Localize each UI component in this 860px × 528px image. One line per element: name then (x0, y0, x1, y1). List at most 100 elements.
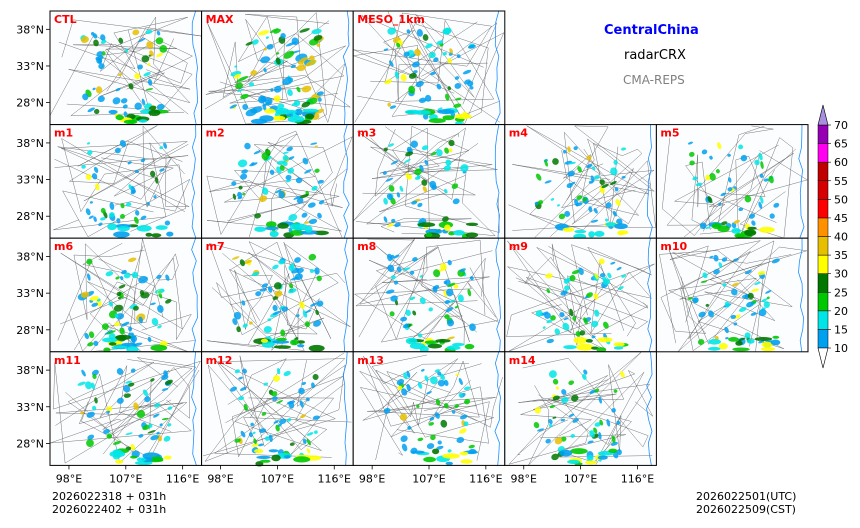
echo-blob (442, 216, 449, 222)
echo-blob (562, 227, 575, 232)
panel-label: MESO_1km (357, 13, 425, 26)
echo-blob (689, 160, 695, 166)
lon-tick-label: 98°E (56, 472, 82, 485)
echo-blob (574, 198, 579, 207)
echo-blob (388, 185, 395, 192)
echo-blob (613, 342, 625, 347)
echo-blob (383, 407, 391, 414)
coastline (646, 351, 653, 466)
province-border (660, 240, 775, 347)
echo-blob (589, 430, 595, 438)
map-panel: MESO_1km (352, 10, 506, 126)
echo-blob (240, 430, 246, 438)
echo-blob (153, 195, 157, 199)
echo-blob (267, 318, 272, 322)
echo-blob (106, 410, 110, 414)
echo-blob (610, 441, 618, 446)
echo-blob (446, 288, 454, 297)
echo-blob (616, 449, 622, 456)
echo-blob (731, 288, 738, 296)
echo-blob (425, 232, 433, 237)
echo-blob (416, 404, 420, 409)
echo-blob (599, 273, 606, 278)
echo-blob (283, 370, 291, 377)
echo-blob (313, 320, 322, 327)
echo-blob (116, 397, 124, 404)
echo-blob (567, 146, 571, 153)
coastline (191, 351, 197, 466)
echo-blob (445, 461, 453, 466)
echo-blob (89, 201, 93, 204)
echo-blob (724, 326, 729, 334)
province-border (239, 355, 344, 447)
province-border (234, 269, 273, 330)
echo-blob (754, 159, 760, 166)
echo-blob (585, 460, 597, 465)
province-border (518, 375, 651, 465)
echo-blob (387, 222, 395, 228)
echo-blob (271, 454, 281, 462)
echo-blob (254, 448, 264, 454)
panel-label: m12 (206, 354, 233, 367)
echo-blob (299, 193, 309, 199)
province-border (68, 125, 183, 184)
echo-blob (165, 298, 172, 304)
echo-blob (242, 104, 249, 110)
echo-blob (86, 439, 94, 448)
echo-blob (436, 40, 444, 45)
echo-blob (300, 414, 306, 419)
province-border (68, 16, 191, 104)
echo-blob (430, 71, 437, 76)
echo-blob (109, 212, 115, 218)
coastline (342, 351, 348, 466)
echo-blob (140, 158, 146, 163)
echo-blob (318, 200, 325, 205)
province-border (208, 243, 339, 350)
province-border (73, 243, 145, 324)
echo-blob (157, 304, 164, 313)
province-border (359, 371, 494, 456)
echo-blob (425, 43, 433, 49)
echo-blob (165, 379, 173, 385)
echo-blob (240, 386, 247, 391)
province-border (234, 133, 298, 238)
lon-tick-label: 107°E (412, 472, 445, 485)
echo-blob (409, 296, 416, 301)
echo-blob (288, 283, 294, 289)
echo-blob (422, 186, 428, 193)
echo-blob (271, 340, 290, 344)
echo-blob (293, 456, 311, 463)
echo-blob (413, 110, 431, 115)
echo-blob (264, 226, 279, 231)
province-border (512, 138, 655, 209)
echo-blob (718, 202, 722, 206)
echo-blob (159, 44, 168, 53)
echo-blob (255, 291, 262, 297)
echo-blob (301, 212, 308, 218)
echo-blob (552, 395, 560, 401)
colorbar-tick-label: 65 (834, 138, 848, 151)
echo-blob (421, 179, 428, 186)
echo-blob (230, 386, 237, 392)
echo-blob (469, 276, 474, 281)
echo-blob (236, 326, 241, 333)
echo-blob (265, 36, 269, 39)
echo-blob (544, 180, 552, 184)
echo-blob (705, 226, 711, 229)
echo-blob (546, 338, 554, 344)
echo-blob (290, 64, 296, 69)
echo-blob (403, 51, 410, 57)
echo-blob (145, 88, 154, 91)
echo-blob (582, 197, 588, 202)
map-panel: m13 (352, 351, 506, 466)
echo-blob (598, 258, 605, 265)
echo-blob (130, 368, 136, 373)
echo-blob (698, 311, 706, 318)
echo-blob (769, 213, 775, 219)
echo-blob (114, 147, 121, 154)
province-border (357, 127, 466, 200)
echo-blob (396, 266, 402, 272)
echo-blob (765, 290, 772, 294)
init-time-utc: 2026022318 + 031h (52, 490, 167, 503)
echo-blob (237, 159, 248, 168)
